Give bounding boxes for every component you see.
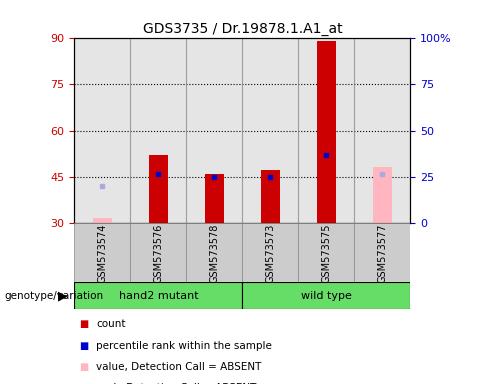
Bar [204,174,224,223]
Bar [131,223,186,282]
Bar [299,38,354,223]
Text: ▶: ▶ [58,289,67,302]
Text: ■: ■ [79,319,88,329]
Text: GSM573574: GSM573574 [97,224,108,283]
Bar [354,38,410,223]
Text: GSM573578: GSM573578 [209,224,219,283]
Bar [242,282,410,309]
Bar [131,38,186,223]
Bar [261,170,280,223]
Text: GSM573576: GSM573576 [154,224,163,283]
Bar [186,223,242,282]
Bar [74,38,131,223]
Bar [242,38,299,223]
Bar [93,218,112,223]
Text: percentile rank within the sample: percentile rank within the sample [96,341,272,351]
Bar [299,223,354,282]
Text: count: count [96,319,125,329]
Text: ■: ■ [79,341,88,351]
Bar [186,38,242,223]
Bar [242,223,299,282]
Bar [354,223,410,282]
Text: hand2 mutant: hand2 mutant [119,291,198,301]
Bar [317,41,336,223]
Text: ■: ■ [79,383,88,384]
Text: GSM573575: GSM573575 [322,224,331,283]
Text: GSM573573: GSM573573 [265,224,276,283]
Text: ■: ■ [79,362,88,372]
Text: GSM573577: GSM573577 [377,224,387,283]
Text: genotype/variation: genotype/variation [5,291,104,301]
Bar [372,167,392,223]
Title: GDS3735 / Dr.19878.1.A1_at: GDS3735 / Dr.19878.1.A1_at [143,22,342,36]
Bar [74,223,131,282]
Text: rank, Detection Call = ABSENT: rank, Detection Call = ABSENT [96,383,256,384]
Bar [149,155,168,223]
Bar [74,282,242,309]
Text: value, Detection Call = ABSENT: value, Detection Call = ABSENT [96,362,262,372]
Text: wild type: wild type [301,291,352,301]
